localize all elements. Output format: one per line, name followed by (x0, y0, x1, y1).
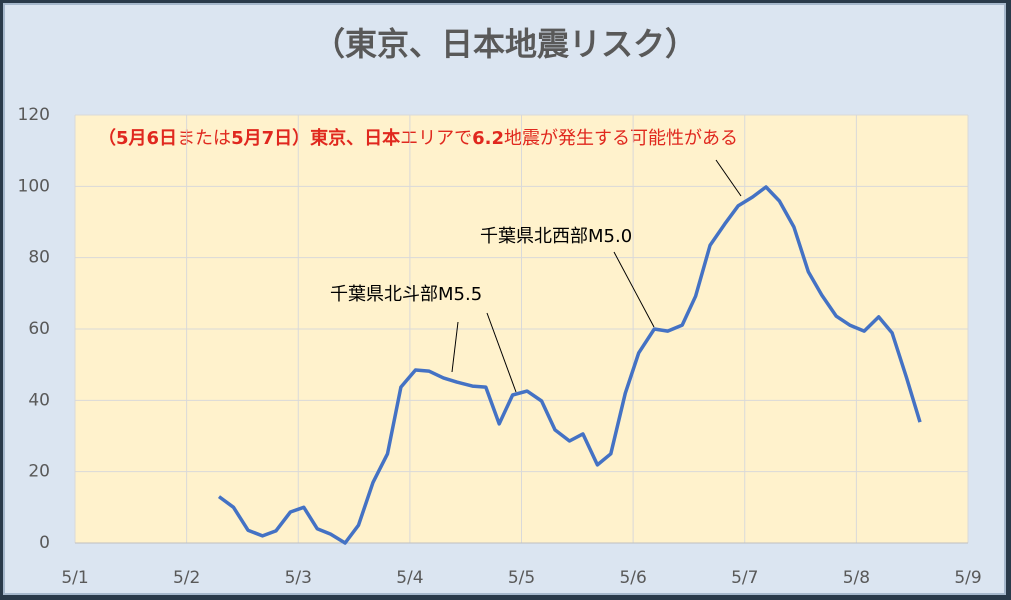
y-tick-label: 80 (28, 248, 50, 268)
y-tick-label: 100 (18, 176, 50, 196)
annotation-part: エリアで (400, 128, 472, 149)
x-tick-label: 5/9 (954, 568, 981, 588)
x-tick-label: 5/3 (285, 568, 312, 588)
annotation-part: 6.2 (472, 128, 504, 149)
callout-line (715, 159, 742, 197)
callout-line (486, 312, 517, 393)
callout: 千葉県北斗部M5.5 (330, 284, 482, 305)
x-tick-label: 5/5 (508, 568, 535, 588)
annotation-part: 地震が発生する可能性がある (504, 128, 738, 149)
x-tick-label: 5/6 (619, 568, 646, 588)
x-tick-label: 5/1 (61, 568, 88, 588)
y-tick-label: 40 (28, 390, 50, 410)
annotation: （5月6日または5月7日）東京、日本エリアで6.2地震が発生する可能性がある (98, 127, 738, 149)
callout-lines (451, 159, 742, 393)
x-tick-label: 5/4 (396, 568, 423, 588)
y-tick-label: 20 (28, 462, 50, 482)
x-tick-label: 5/2 (173, 568, 200, 588)
chart-title: （東京、日本地震リスク） (313, 25, 697, 63)
callout: 千葉県北西部M5.0 (480, 226, 632, 247)
x-tick-label: 5/8 (843, 568, 870, 588)
annotation-part: または (177, 128, 231, 149)
y-tick-label: 60 (28, 319, 50, 339)
callout-line (451, 321, 459, 373)
annotation-part: （5月6日 (98, 128, 177, 149)
annotation-part: 5月7日）東京、日本 (231, 127, 400, 149)
y-tick-label: 120 (18, 105, 50, 125)
x-tick-label: 5/7 (731, 568, 758, 588)
y-tick-label: 0 (39, 533, 50, 553)
series-line (217, 185, 922, 545)
callout-line (613, 251, 655, 328)
grid (74, 114, 969, 544)
